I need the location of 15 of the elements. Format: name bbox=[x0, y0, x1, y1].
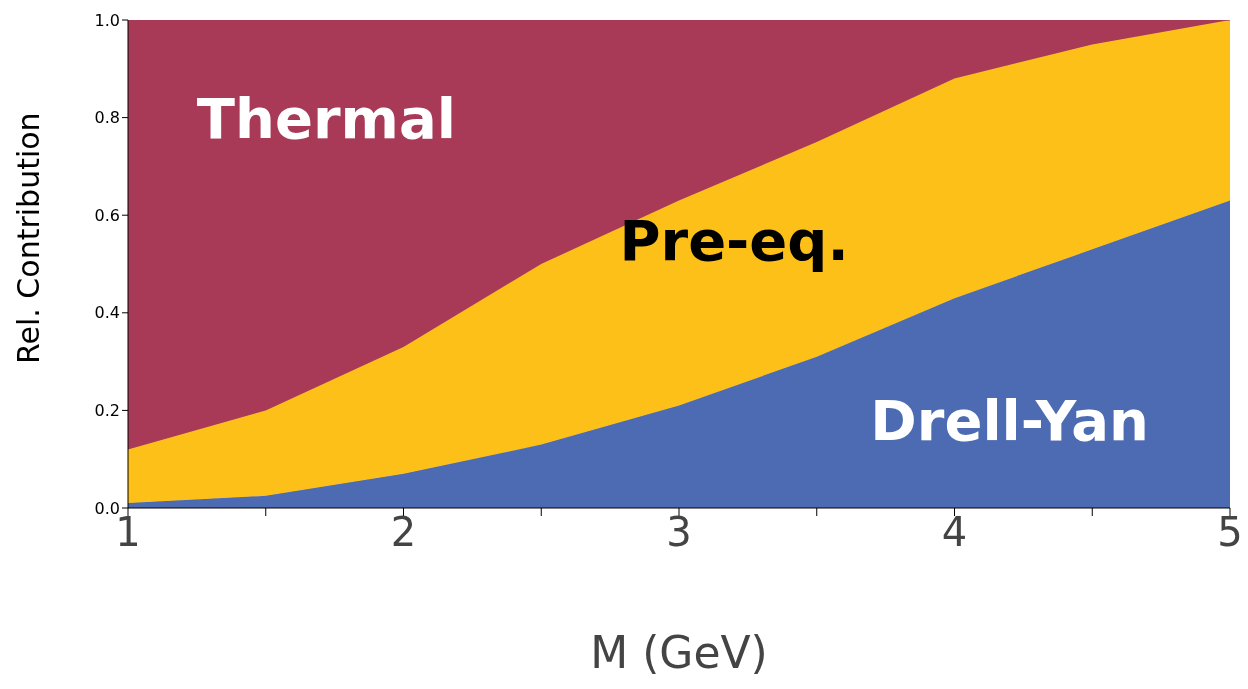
x-tick-label: 4 bbox=[941, 509, 968, 556]
x-tick-label: 3 bbox=[666, 509, 692, 556]
series-label: Drell-Yan bbox=[870, 387, 1149, 453]
x-tick-label: 5 bbox=[1217, 509, 1243, 556]
y-tick-label: 0.0 bbox=[94, 498, 120, 518]
y-tick-label: 1.0 bbox=[94, 10, 120, 30]
series-label: Pre-eq. bbox=[619, 207, 849, 273]
y-tick-label: 0.2 bbox=[94, 401, 120, 421]
series-label: Thermal bbox=[196, 85, 456, 151]
x-tick-label: 2 bbox=[390, 509, 417, 556]
y-tick-label: 0.6 bbox=[94, 205, 120, 225]
y-tick-label: 0.4 bbox=[94, 303, 120, 323]
y-tick-label: 0.8 bbox=[94, 108, 120, 128]
y-axis-title: Rel. Contribution bbox=[10, 112, 46, 364]
x-axis-title: M (GeV) bbox=[590, 627, 768, 678]
